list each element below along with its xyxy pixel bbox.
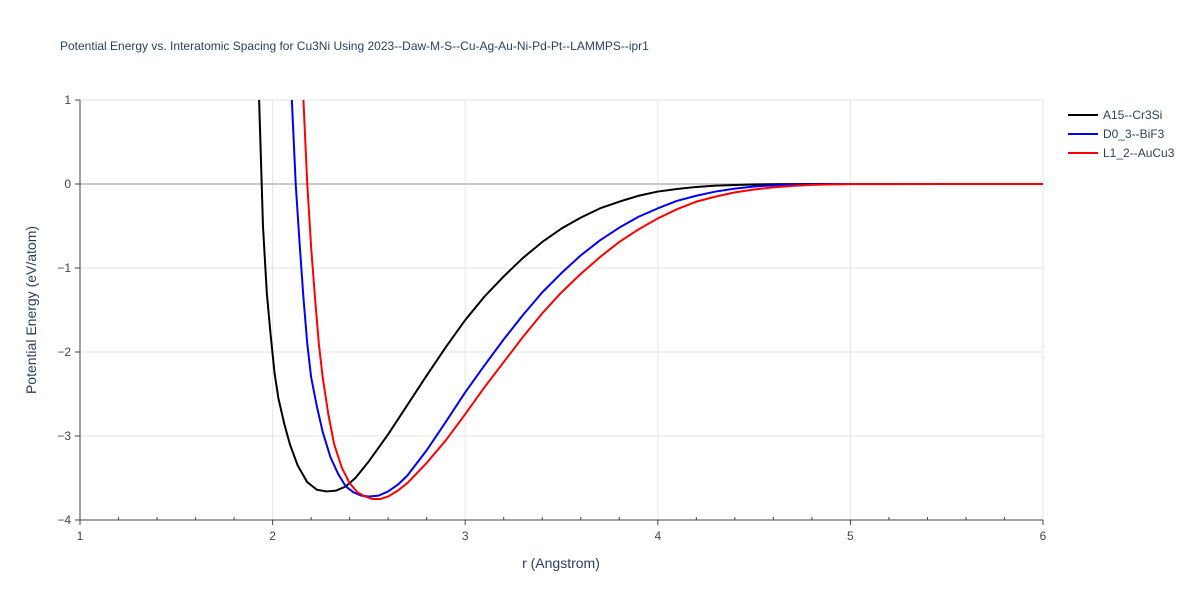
y-axis-title: Potential Energy (eV/atom): [23, 226, 39, 394]
series-line-0: [258, 100, 1043, 493]
y-tick-label: −4: [57, 513, 71, 527]
legend-label: L1_2--AuCu3: [1103, 146, 1175, 160]
x-tick-label: 5: [847, 529, 854, 543]
series-layer: [258, 100, 1043, 500]
legend-item-0[interactable]: A15--Cr3Si: [1068, 108, 1162, 122]
grid-layer: [80, 99, 1044, 520]
x-tick-label: 4: [654, 529, 661, 543]
y-tick-label: −3: [57, 429, 71, 443]
y-tick-label: 1: [64, 93, 71, 107]
x-tick-label: 6: [1040, 529, 1047, 543]
legend-label: D0_3--BiF3: [1103, 127, 1165, 141]
y-tick-label: −1: [57, 261, 71, 275]
legend-item-2[interactable]: L1_2--AuCu3: [1068, 146, 1175, 160]
series-line-1: [290, 100, 1043, 498]
legend-label: A15--Cr3Si: [1103, 108, 1162, 122]
legend-item-1[interactable]: D0_3--BiF3: [1068, 127, 1165, 141]
axis-layer: 1 2 3 4 5 6 1 0 −1 −2 −3 −4: [57, 93, 1046, 543]
x-tick-label: 2: [269, 529, 276, 543]
y-tick-label: 0: [64, 177, 71, 191]
chart-title: Potential Energy vs. Interatomic Spacing…: [60, 39, 649, 53]
y-tick-label: −2: [57, 345, 71, 359]
x-tick-label: 3: [462, 529, 469, 543]
x-axis-title: r (Angstrom): [522, 555, 600, 571]
legend: A15--Cr3Si D0_3--BiF3 L1_2--AuCu3: [1068, 108, 1175, 160]
x-tick-label: 1: [77, 529, 84, 543]
series-line-2: [302, 100, 1043, 500]
